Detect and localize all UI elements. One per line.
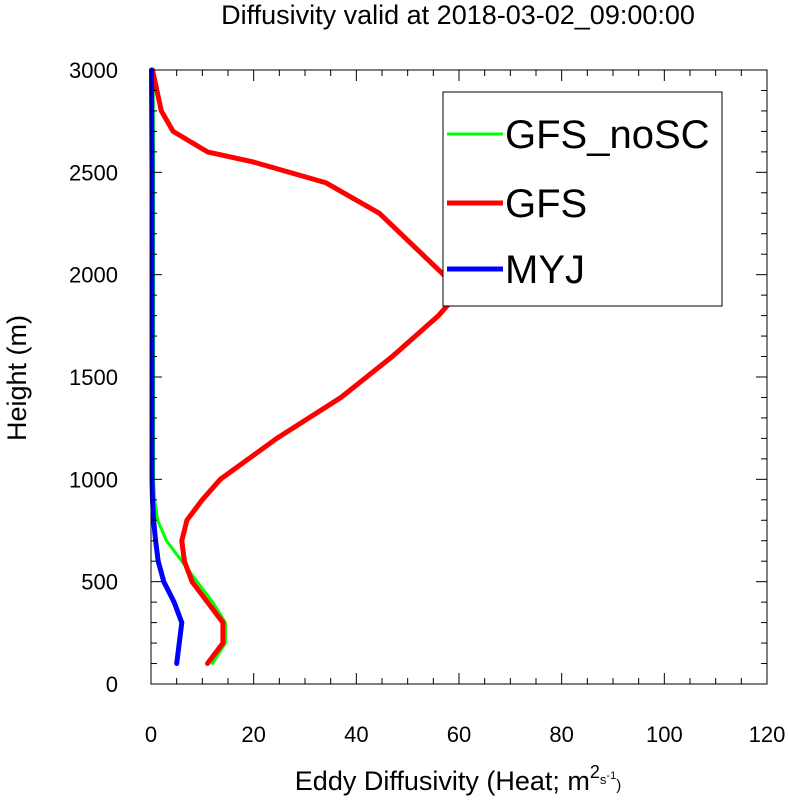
myj-line — [149, 67, 185, 666]
legend-label: MYJ — [505, 248, 585, 292]
x-tick-labels: 0 20 40 60 80 100 120 — [145, 722, 785, 747]
y-axis-label: Height (m) — [2, 315, 32, 441]
x-tick-label: 80 — [549, 722, 573, 747]
x-tick-label: 100 — [646, 722, 683, 747]
y-tick-label: 2000 — [69, 263, 118, 288]
x-tick-label: 20 — [241, 722, 265, 747]
x-tick-label: 0 — [145, 722, 157, 747]
y-tick-label: 500 — [81, 570, 118, 595]
x-tick-label: 60 — [447, 722, 471, 747]
axis-ticks — [150, 69, 768, 685]
chart-title: Diffusivity valid at 2018-03-02_09:00:00 — [221, 0, 695, 30]
legend-label: GFS — [505, 182, 587, 226]
x-tick-label: 40 — [344, 722, 368, 747]
gfs-line — [150, 67, 459, 666]
y-tick-label: 1000 — [69, 467, 118, 492]
legend-label: GFS_noSC — [505, 113, 710, 157]
y-tick-labels: 0 500 1000 1500 2000 2500 3000 — [69, 58, 118, 697]
x-axis-label: Eddy Diffusivity (Heat; m2s-1) — [295, 762, 621, 796]
y-tick-label: 2500 — [69, 160, 118, 185]
y-tick-label: 3000 — [69, 58, 118, 83]
y-tick-label: 0 — [106, 672, 118, 697]
legend: GFS_noSC GFS MYJ — [442, 91, 723, 307]
x-tick-label: 120 — [749, 722, 786, 747]
y-tick-label: 1500 — [69, 365, 118, 390]
